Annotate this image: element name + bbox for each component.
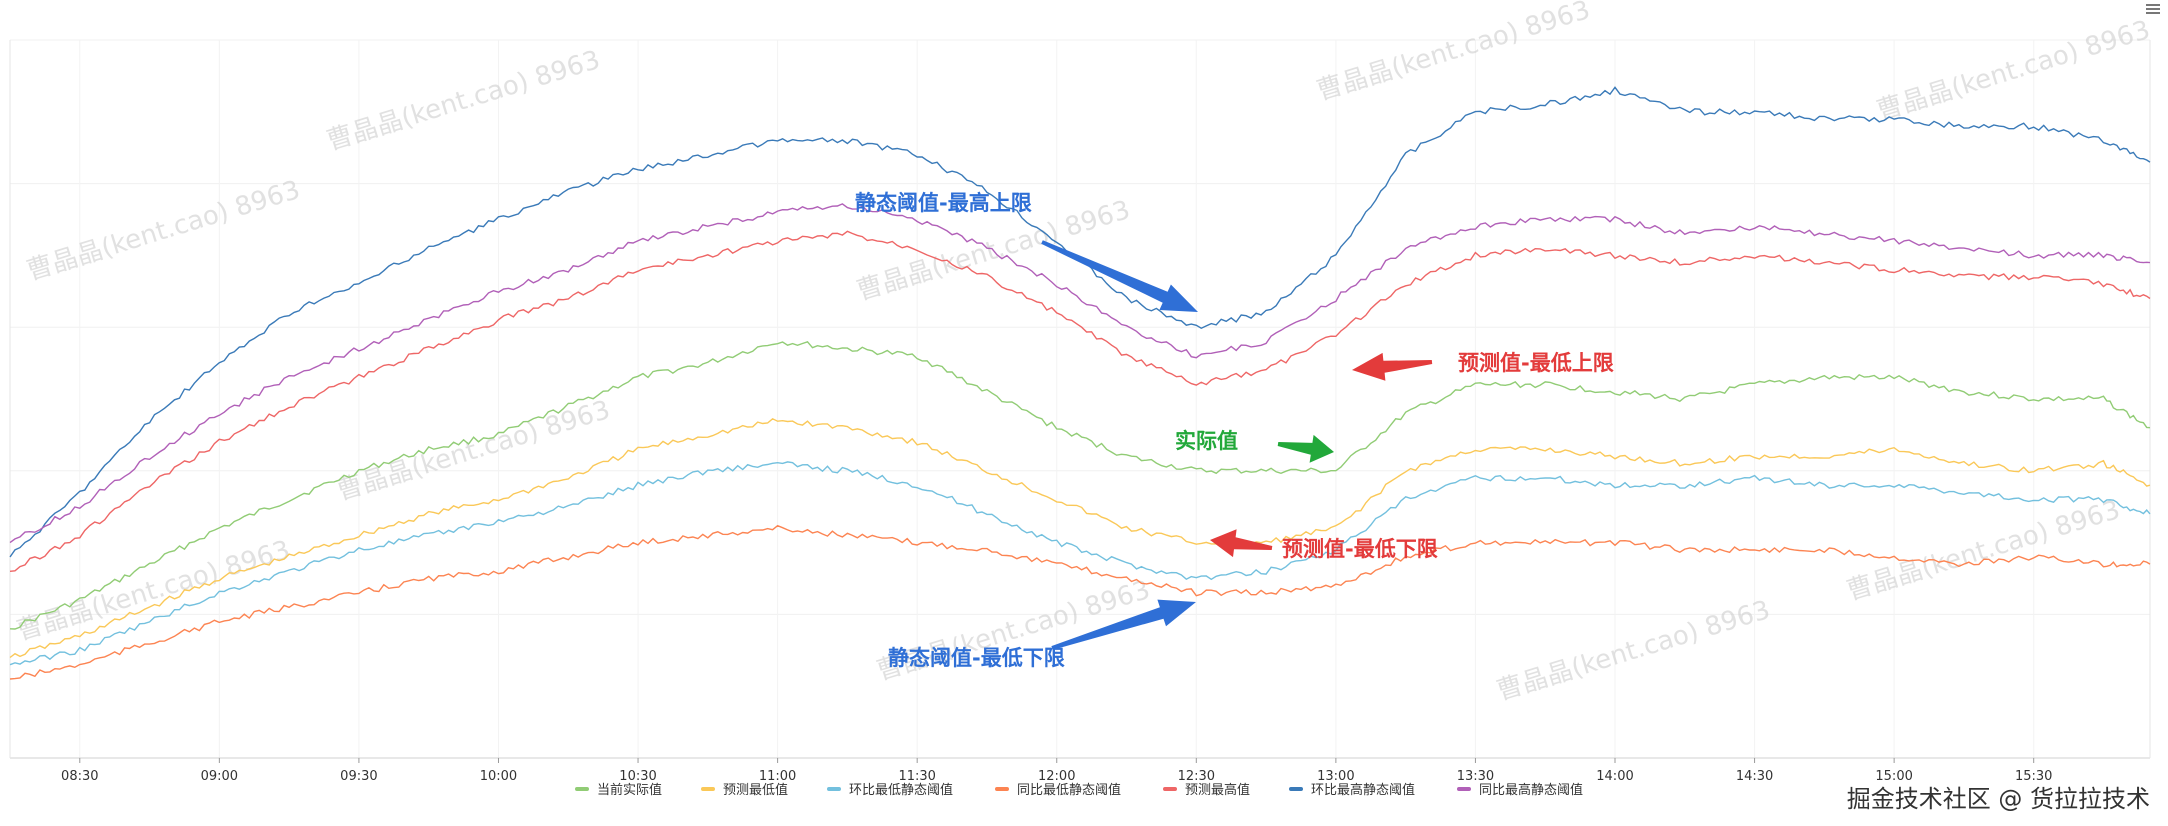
legend: 当前实际值 预测最低值 环比最低静态阈值 同比最低静态阈值 预测最高值 环比最高静态阈值 同… [575,782,1583,798]
watermark-1: 曹晶晶(kent.cao) 8963 [323,45,603,157]
x-tick-label-12: 14:30 [1736,769,1773,784]
series-line-1 [9,417,2151,659]
legend-swatch-2 [827,787,841,791]
footer-watermark: 掘金技术社区 @ 货拉拉技术 [1846,785,2150,813]
watermark-9: 曹晶晶(kent.cao) 8963 [13,535,293,647]
legend-label-6: 同比最高静态阈值 [1479,782,1583,798]
legend-label-0: 当前实际值 [597,782,662,798]
x-tick-label-10: 13:30 [1457,769,1494,784]
series-line-3 [9,524,2151,680]
annotation-label-2: 实际值 [1175,429,1238,453]
annotation-label-3: 预测值-最低下限 [1282,537,1438,561]
annotation-arrow-0 [1041,240,1198,312]
annotation-arrow-1 [1352,352,1433,381]
x-tick-label-2: 09:30 [340,769,377,784]
series-line-5 [9,86,2151,558]
annotation-label-4: 静态阈值-最低下限 [888,646,1065,670]
legend-swatch-4 [1163,787,1177,791]
annotation-label-0: 静态阈值-最高上限 [855,191,1032,215]
x-axis-ticks: 08:30 09:00 09:30 10:00 10:30 11:00 11:30 12:00… [61,758,2052,784]
x-tick-label-1: 09:00 [201,769,238,784]
x-tick-label-0: 08:30 [61,769,98,784]
menu-icon[interactable] [2146,2,2160,14]
legend-swatch-1 [701,787,715,791]
watermark-0: 曹晶晶(kent.cao) 8963 [23,175,303,287]
annotation-arrow-3 [1210,529,1273,558]
x-tick-label-11: 14:00 [1596,769,1633,784]
x-tick-label-13: 15:00 [1875,769,1912,784]
legend-label-5: 环比最高静态阈值 [1311,782,1415,798]
annotation-arrow-2 [1277,434,1334,463]
x-tick-label-8: 12:30 [1178,769,1215,784]
x-tick-label-9: 13:00 [1317,769,1354,784]
x-tick-label-14: 15:30 [2015,769,2052,784]
watermark-8: 曹晶晶(kent.cao) 8963 [1843,495,2123,607]
annotation-label-1: 预测值-最低上限 [1458,351,1614,375]
watermark-3: 曹晶晶(kent.cao) 8963 [1313,0,1593,107]
x-tick-label-7: 12:00 [1038,769,1075,784]
x-tick-label-5: 11:00 [759,769,796,784]
legend-swatch-3 [995,787,1009,791]
legend-swatch-5 [1289,787,1303,791]
legend-swatch-0 [575,787,589,791]
x-tick-label-6: 11:30 [898,769,935,784]
annotation-arrow-4 [1051,599,1196,650]
legend-swatch-6 [1457,787,1471,791]
series-line-4 [9,230,2151,572]
legend-label-2: 环比最低静态阈值 [849,782,953,798]
series-line-2 [9,461,2151,666]
x-tick-label-3: 10:00 [480,769,517,784]
series-lines [9,86,2151,680]
series-line-0 [9,340,2151,630]
grid [9,39,2151,759]
x-tick-label-4: 10:30 [619,769,656,784]
legend-label-3: 同比最低静态阈值 [1017,782,1121,798]
watermark-7: 曹晶晶(kent.cao) 8963 [1493,595,1773,707]
watermark-5: 曹晶晶(kent.cao) 8963 [333,395,613,507]
legend-label-4: 预测最高值 [1185,782,1250,798]
watermark-4: 曹晶晶(kent.cao) 8963 [1873,15,2153,127]
series-line-6 [9,203,2151,544]
legend-label-1: 预测最低值 [723,782,788,798]
